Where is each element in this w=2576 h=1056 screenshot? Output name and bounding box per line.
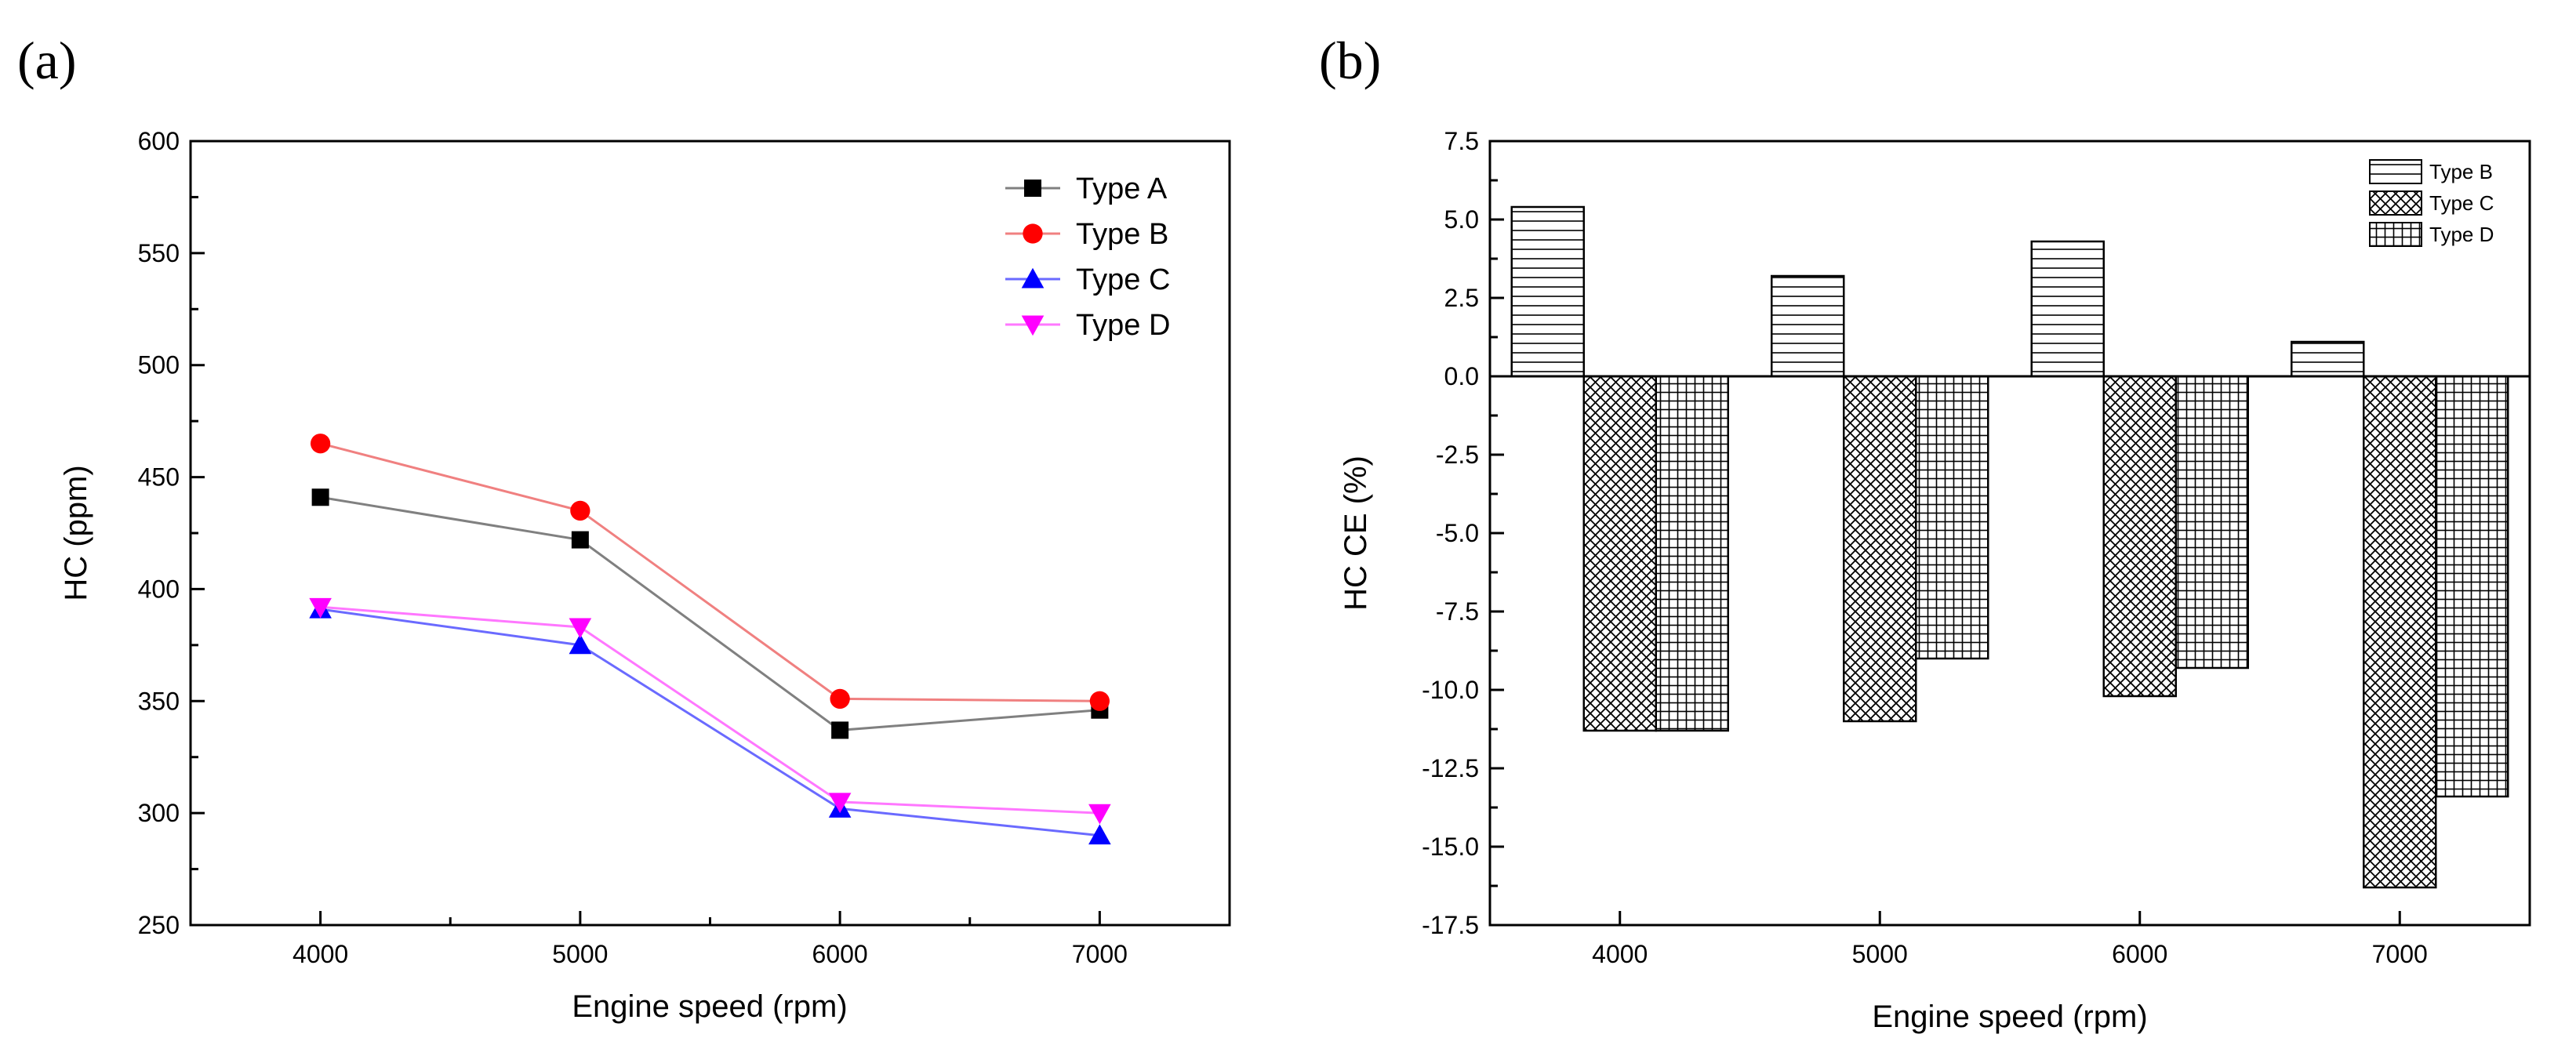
data-point-type-b bbox=[830, 688, 850, 709]
data-point-type-b bbox=[570, 500, 590, 521]
bar-type-b-6000 bbox=[2030, 240, 2105, 378]
legend-marker-type-d bbox=[1021, 315, 1045, 336]
y-tick-label: 250 bbox=[138, 911, 180, 939]
data-point-type-a bbox=[571, 531, 589, 549]
y-tick-label: 550 bbox=[138, 239, 180, 267]
series-line-type-d bbox=[320, 605, 1100, 815]
bar-type-c-4000 bbox=[1582, 375, 1657, 732]
data-point-type-a bbox=[831, 721, 849, 739]
data-point-type-b bbox=[310, 434, 331, 454]
legend-marker-type-a bbox=[1024, 180, 1041, 197]
data-point-type-b bbox=[1089, 691, 1110, 711]
legend-label-type-c: Type C bbox=[1076, 263, 1170, 296]
panel-b-x-axis-title: Engine speed (rpm) bbox=[1872, 1000, 2147, 1034]
panel-a-legend: Type A Type B Type C Type D bbox=[1005, 172, 1170, 342]
panel-b: (b) 7.5 5.0 2.5 0.0 -2.5 -5.0 -7.5 -10.0 -12.5 -1… bbox=[1319, 31, 2531, 1034]
x-tick-label: 7000 bbox=[1072, 940, 1128, 968]
data-point-type-c bbox=[1088, 824, 1111, 845]
panel-a: (a) 250 300 350 400 450 500 550 600 4000 5000 6000… bbox=[17, 31, 1231, 1024]
y-tick-label: 600 bbox=[138, 127, 180, 155]
panel-a-x-axis-title: Engine speed (rpm) bbox=[572, 989, 847, 1024]
bar-type-d-4000 bbox=[1655, 375, 1729, 732]
x-tick-label: 4000 bbox=[292, 940, 348, 968]
y-tick-label: 350 bbox=[138, 687, 180, 715]
legend-swatch-type-b bbox=[2369, 159, 2422, 184]
x-tick-label: 5000 bbox=[1852, 940, 1908, 968]
y-tick-label: 5.0 bbox=[1444, 205, 1479, 234]
y-tick-label: -2.5 bbox=[1436, 441, 1479, 469]
bar-type-d-7000 bbox=[2435, 375, 2509, 798]
x-tick-label: 4000 bbox=[1592, 940, 1648, 968]
panel-b-y-axis-title: HC CE (%) bbox=[1339, 455, 1373, 611]
y-tick-label: 500 bbox=[138, 351, 180, 379]
data-point-type-d bbox=[828, 793, 852, 814]
series-line-type-a bbox=[320, 495, 1100, 731]
panel-b-legend: Type B Type C Type D bbox=[2369, 159, 2494, 247]
bar-type-d-6000 bbox=[2175, 375, 2249, 670]
y-tick-label: 300 bbox=[138, 799, 180, 827]
y-tick-label: 2.5 bbox=[1444, 284, 1479, 312]
bar-type-c-5000 bbox=[1843, 375, 1917, 723]
x-tick-label: 6000 bbox=[812, 940, 868, 968]
legend-swatch-type-c bbox=[2369, 191, 2422, 216]
y-tick-label: -15.0 bbox=[1422, 833, 1479, 861]
legend-marker-type-c bbox=[1021, 267, 1045, 288]
y-tick-label: -5.0 bbox=[1436, 519, 1479, 547]
y-tick-label: 7.5 bbox=[1444, 127, 1479, 155]
data-point-type-d bbox=[569, 618, 592, 639]
bar-type-b-5000 bbox=[1771, 274, 1845, 378]
bar-type-b-7000 bbox=[2291, 340, 2365, 378]
series-line-type-c bbox=[320, 608, 1100, 837]
legend-label-type-c: Type C bbox=[2429, 191, 2494, 215]
legend-label-type-d: Type D bbox=[2429, 223, 2494, 246]
y-tick-label: 400 bbox=[138, 575, 180, 603]
x-tick-label: 6000 bbox=[2112, 940, 2167, 968]
data-point-type-d bbox=[1088, 804, 1111, 825]
series-line-type-b bbox=[320, 442, 1100, 702]
y-tick-label: -7.5 bbox=[1436, 597, 1479, 626]
x-tick-label: 5000 bbox=[552, 940, 608, 968]
data-point-type-d bbox=[309, 597, 332, 619]
data-point-type-c bbox=[569, 633, 592, 655]
legend-label-type-b: Type B bbox=[1076, 218, 1168, 251]
legend-label-type-b: Type B bbox=[2429, 160, 2493, 183]
bar-type-b-4000 bbox=[1510, 205, 1585, 378]
legend-label-type-a: Type A bbox=[1076, 172, 1168, 205]
y-tick-label: -10.0 bbox=[1422, 676, 1479, 704]
panel-a-letter: (a) bbox=[17, 31, 76, 90]
panel-a-plot-frame bbox=[189, 140, 1231, 927]
legend-marker-type-b bbox=[1023, 223, 1043, 244]
panel-a-series bbox=[309, 434, 1111, 845]
bar-type-d-5000 bbox=[1915, 375, 1989, 660]
legend-label-type-d: Type D bbox=[1076, 309, 1170, 342]
panel-a-y-axis-title: HC (ppm) bbox=[59, 465, 93, 601]
y-tick-label: -17.5 bbox=[1422, 911, 1479, 939]
data-point-type-a bbox=[311, 488, 329, 506]
panel-b-ticks: 7.5 5.0 2.5 0.0 -2.5 -5.0 -7.5 -10.0 -12.5 -15.0 -… bbox=[1422, 127, 2428, 968]
panel-b-letter: (b) bbox=[1319, 31, 1381, 90]
y-tick-label: 450 bbox=[138, 463, 180, 492]
bar-type-c-7000 bbox=[2363, 375, 2437, 889]
bar-type-c-6000 bbox=[2102, 375, 2177, 698]
y-tick-label: 0.0 bbox=[1444, 362, 1479, 390]
x-tick-label: 7000 bbox=[2372, 940, 2428, 968]
panel-a-ticks: 250 300 350 400 450 500 550 600 4000 5000 6000 7000 bbox=[138, 127, 1128, 968]
y-tick-label: -12.5 bbox=[1422, 754, 1479, 782]
legend-swatch-type-d bbox=[2369, 222, 2422, 247]
panel-b-bars bbox=[1490, 205, 2530, 889]
